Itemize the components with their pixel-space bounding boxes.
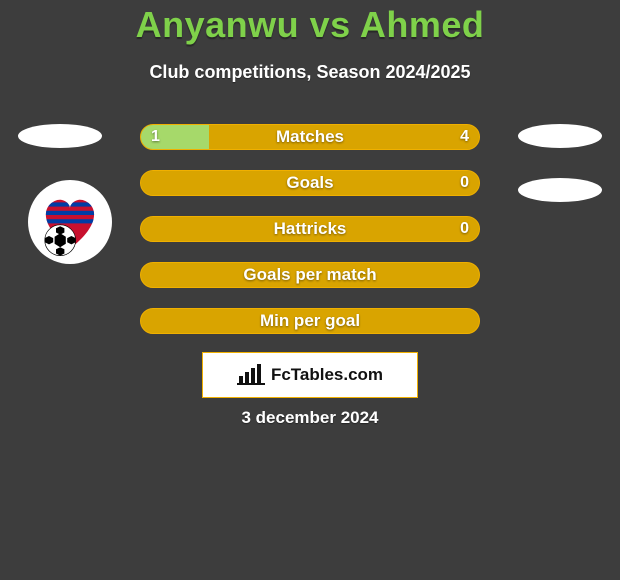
player-left-avatar-placeholder	[18, 124, 102, 148]
stat-bar: Min per goal	[140, 308, 480, 334]
club-left-badge	[28, 180, 112, 264]
player-right-avatar-placeholder	[518, 124, 602, 148]
player-right-name: Ahmed	[360, 4, 485, 45]
subtitle: Club competitions, Season 2024/2025	[0, 62, 620, 83]
player-left-name: Anyanwu	[136, 4, 300, 45]
brand-label: FcTables.com	[271, 365, 383, 385]
vs-label: vs	[310, 4, 351, 45]
bar-label: Min per goal	[141, 309, 479, 333]
bar-label: Goals per match	[141, 263, 479, 287]
stat-bar: 0Hattricks	[140, 216, 480, 242]
brand-badge: FcTables.com	[202, 352, 418, 398]
comparison-bars: 14Matches 0Goals 0Hattricks Goals per match…	[140, 124, 480, 354]
heart-club-icon	[35, 187, 105, 257]
bar-label: Hattricks	[141, 217, 479, 241]
club-right-avatar-placeholder	[518, 178, 602, 202]
footer-date: 3 december 2024	[0, 408, 620, 428]
stat-bar: 14Matches	[140, 124, 480, 150]
page-title: Anyanwu vs Ahmed	[0, 4, 620, 46]
bar-label: Matches	[141, 125, 479, 149]
bar-label: Goals	[141, 171, 479, 195]
stat-bar: 0Goals	[140, 170, 480, 196]
bar-chart-icon	[237, 364, 265, 386]
stat-bar: Goals per match	[140, 262, 480, 288]
comparison-card: Anyanwu vs Ahmed Club competitions, Seas…	[0, 0, 620, 580]
